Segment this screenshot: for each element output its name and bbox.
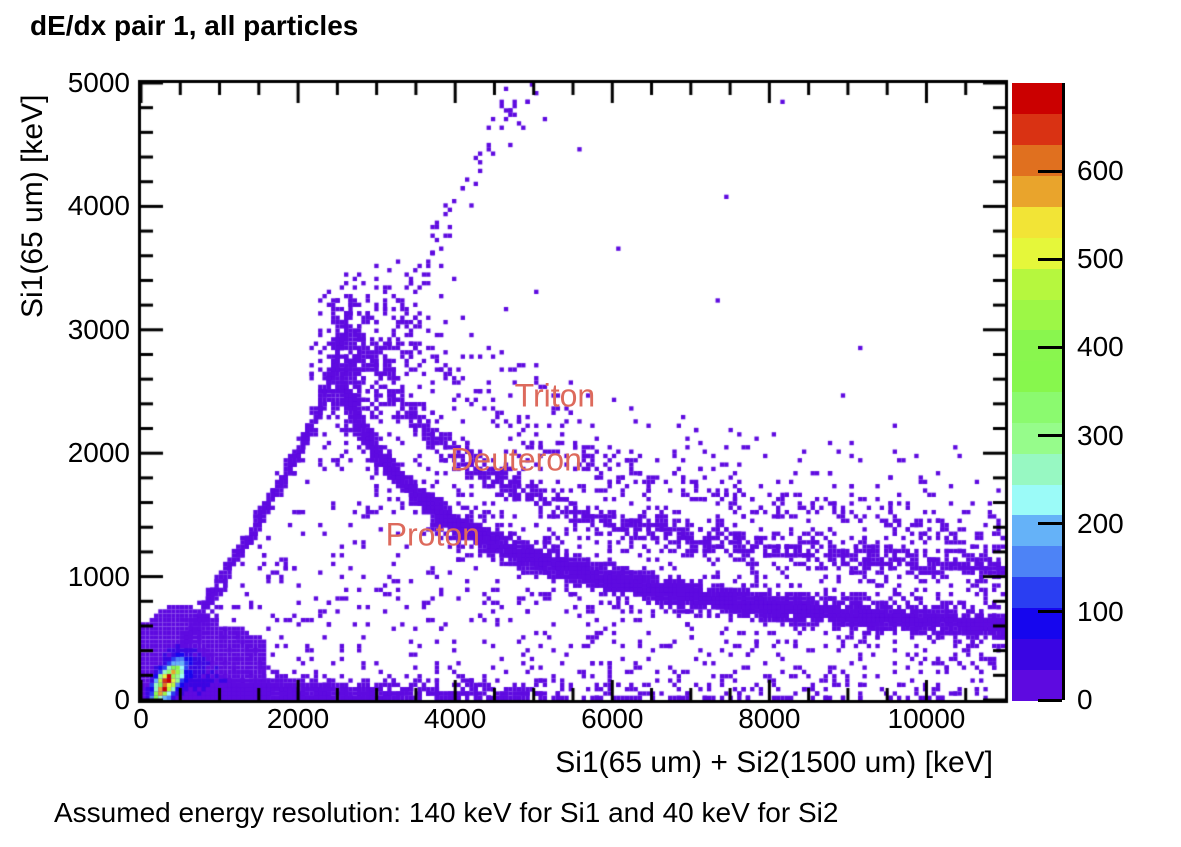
x-tick-label: 6000 <box>581 703 644 734</box>
particle-label-triton: Triton <box>514 377 596 414</box>
x-tick-label: 8000 <box>738 703 801 734</box>
colorbar-band <box>1012 268 1062 300</box>
y-tick-label: 0 <box>114 684 130 715</box>
colorbar-tick-label: 200 <box>1077 507 1124 539</box>
colorbar-band <box>1012 360 1062 393</box>
x-tick-label: 4000 <box>424 703 487 734</box>
colorbar-tick <box>1038 257 1062 261</box>
colorbar-tick-label: 300 <box>1077 419 1124 451</box>
y-tick-label: 4000 <box>67 190 130 222</box>
colorbar-band <box>1012 576 1062 609</box>
colorbar-tick-label: 100 <box>1077 595 1124 627</box>
colorbar-band <box>1012 391 1062 423</box>
colorbar-tick <box>1038 434 1062 438</box>
colorbar-band <box>1012 83 1062 115</box>
x-axis-title: Si1(65 um) + Si2(1500 um) [keV] <box>555 746 993 779</box>
plot-title: dE/dx pair 1, all particles <box>30 10 359 41</box>
colorbar-band <box>1012 453 1062 485</box>
colorbar-band <box>1012 206 1062 238</box>
colorbar <box>1012 83 1065 702</box>
resolution-caption: Assumed energy resolution: 140 keV for S… <box>54 797 839 828</box>
colorbar-band <box>1012 669 1062 701</box>
colorbar-band <box>1012 113 1062 146</box>
colorbar-band <box>1012 638 1062 670</box>
particle-label-proton: Proton <box>385 516 480 553</box>
colorbar-band <box>1012 329 1062 362</box>
colorbar-band <box>1012 484 1062 516</box>
colorbar-tick <box>1038 345 1062 349</box>
colorbar-tick-label: 400 <box>1077 331 1124 363</box>
colorbar-tick-label: 500 <box>1077 243 1124 275</box>
colorbar-band <box>1012 514 1062 547</box>
colorbar-band <box>1012 422 1062 454</box>
y-axis-tick-labels: 0 1000 2000 3000 4000 5000 <box>0 0 130 847</box>
x-tick-label: 0 <box>133 703 149 734</box>
colorbar-band <box>1012 175 1062 207</box>
y-tick-label: 5000 <box>67 67 130 98</box>
colorbar-band <box>1012 237 1062 269</box>
colorbar-tick-label: 600 <box>1077 155 1124 187</box>
colorbar-band <box>1012 298 1062 331</box>
y-tick-label: 3000 <box>67 313 130 345</box>
colorbar-tick <box>1038 698 1062 702</box>
colorbar-tick <box>1038 169 1062 173</box>
x-tick-label: 10000 <box>887 703 966 734</box>
y-tick-label: 2000 <box>67 437 130 469</box>
colorbar-band <box>1012 545 1062 578</box>
colorbar-tick <box>1038 610 1062 614</box>
x-tick-label: 2000 <box>266 703 330 734</box>
y-tick-label: 1000 <box>67 560 130 592</box>
particle-label-deuteron: Deuteron <box>450 441 582 478</box>
colorbar-tick <box>1038 522 1062 526</box>
colorbar-tick-label: 0 <box>1077 684 1093 715</box>
